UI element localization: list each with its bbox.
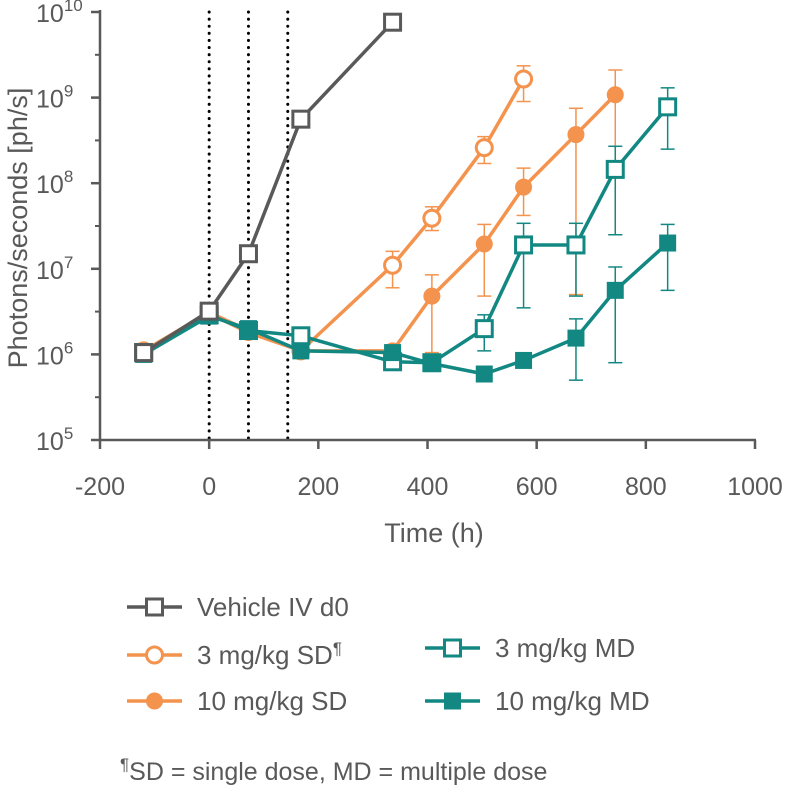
series-3-point-8 [566,235,586,255]
y-tick-label-2: 107 [36,253,73,285]
y-tick-label-0: 105 [36,424,73,456]
series-0-point-2 [238,244,258,264]
legend-marker-1 [145,645,164,665]
footnote-mark: ¶ [120,755,129,774]
legend-marker-3 [443,638,462,658]
legend-entry-3: 3 mg/kg MD [425,633,635,663]
legend-entry-2: 10 mg/kg SD [127,686,347,716]
series-1-point-5 [422,208,442,228]
series-4-point-5 [423,355,441,373]
legend-label-3: 3 mg/kg MD [495,633,635,663]
legend-entry-1: 3 mg/kg SD¶ [127,639,342,670]
y-tick-label-5: 1010 [36,0,83,28]
legend-label-1: 3 mg/kg SD¶ [197,639,342,670]
series-1 [134,65,534,361]
legend-marker-2 [146,692,163,710]
series-3-point-6 [474,319,494,339]
series-0-line [142,20,394,355]
series-4-point-9 [606,281,624,299]
x-tick-label-3: 400 [407,473,449,501]
series-1-point-7 [514,69,534,89]
x-tick-label-1: 0 [202,473,216,501]
x-tick-label-0: -200 [75,473,125,501]
legend: Vehicle IV d0 3 mg/kg SD¶ 3 mg/kg MD 10 mg/… [127,592,650,716]
series-3-point-10 [658,97,678,117]
series-1-point-6 [474,138,494,158]
footnote: ¶SD = single dose, MD = multiple dose [120,755,547,786]
series-4-point-3 [292,342,310,360]
series-0 [134,12,403,363]
legend-label-0: Vehicle IV d0 [197,592,349,622]
series-2-point-5 [423,287,441,305]
x-tick-label-5: 800 [625,473,667,501]
series-4-line [142,241,669,376]
y-tick-label-1: 106 [36,338,73,370]
legend-entry-4: 10 mg/kg MD [425,686,650,716]
x-tick-label-4: 600 [516,473,558,501]
series-4-point-4 [384,344,402,362]
series-0-point-4 [383,12,403,32]
series-4-point-7 [515,351,533,369]
series-2-point-8 [567,126,585,144]
footnote-text: SD = single dose, MD = multiple dose [129,758,547,786]
series-3 [134,87,678,373]
series-2-point-9 [606,86,624,104]
series-4-point-6 [475,365,493,383]
series-4-point-2 [239,320,257,338]
axes: -200 0 200 400 600 800 1000 105 106 107 108 109 1010 [36,0,783,501]
y-tick-label-4: 109 [36,82,73,114]
series-3-point-7 [514,235,534,255]
series-0-point-1 [199,301,219,321]
x-tick-label-6: 1000 [727,473,783,501]
x-tick-label-2: 200 [297,473,339,501]
series-1-point-4 [383,255,403,275]
series-layer [134,12,678,383]
series-2-point-6 [475,235,493,253]
series-4-point-10 [659,234,677,252]
dosing-lines [207,10,290,442]
legend-marker-0 [145,597,164,617]
series-4-point-8 [567,329,585,347]
legend-entry-0: Vehicle IV d0 [127,592,349,622]
legend-label-2: 10 mg/kg SD [197,686,347,716]
legend-label-4: 10 mg/kg MD [495,686,650,716]
series-0-point-0 [134,343,154,363]
series-3-point-9 [605,159,625,179]
series-0-point-3 [291,109,311,129]
x-axis-label: Time (h) [384,518,484,548]
series-2-point-7 [515,178,533,196]
y-tick-label-3: 108 [36,167,73,199]
y-axis-label: Photons/seconds [ph/s] [3,88,33,369]
legend-marker-4 [444,692,461,710]
series-3-point-3 [291,326,311,346]
